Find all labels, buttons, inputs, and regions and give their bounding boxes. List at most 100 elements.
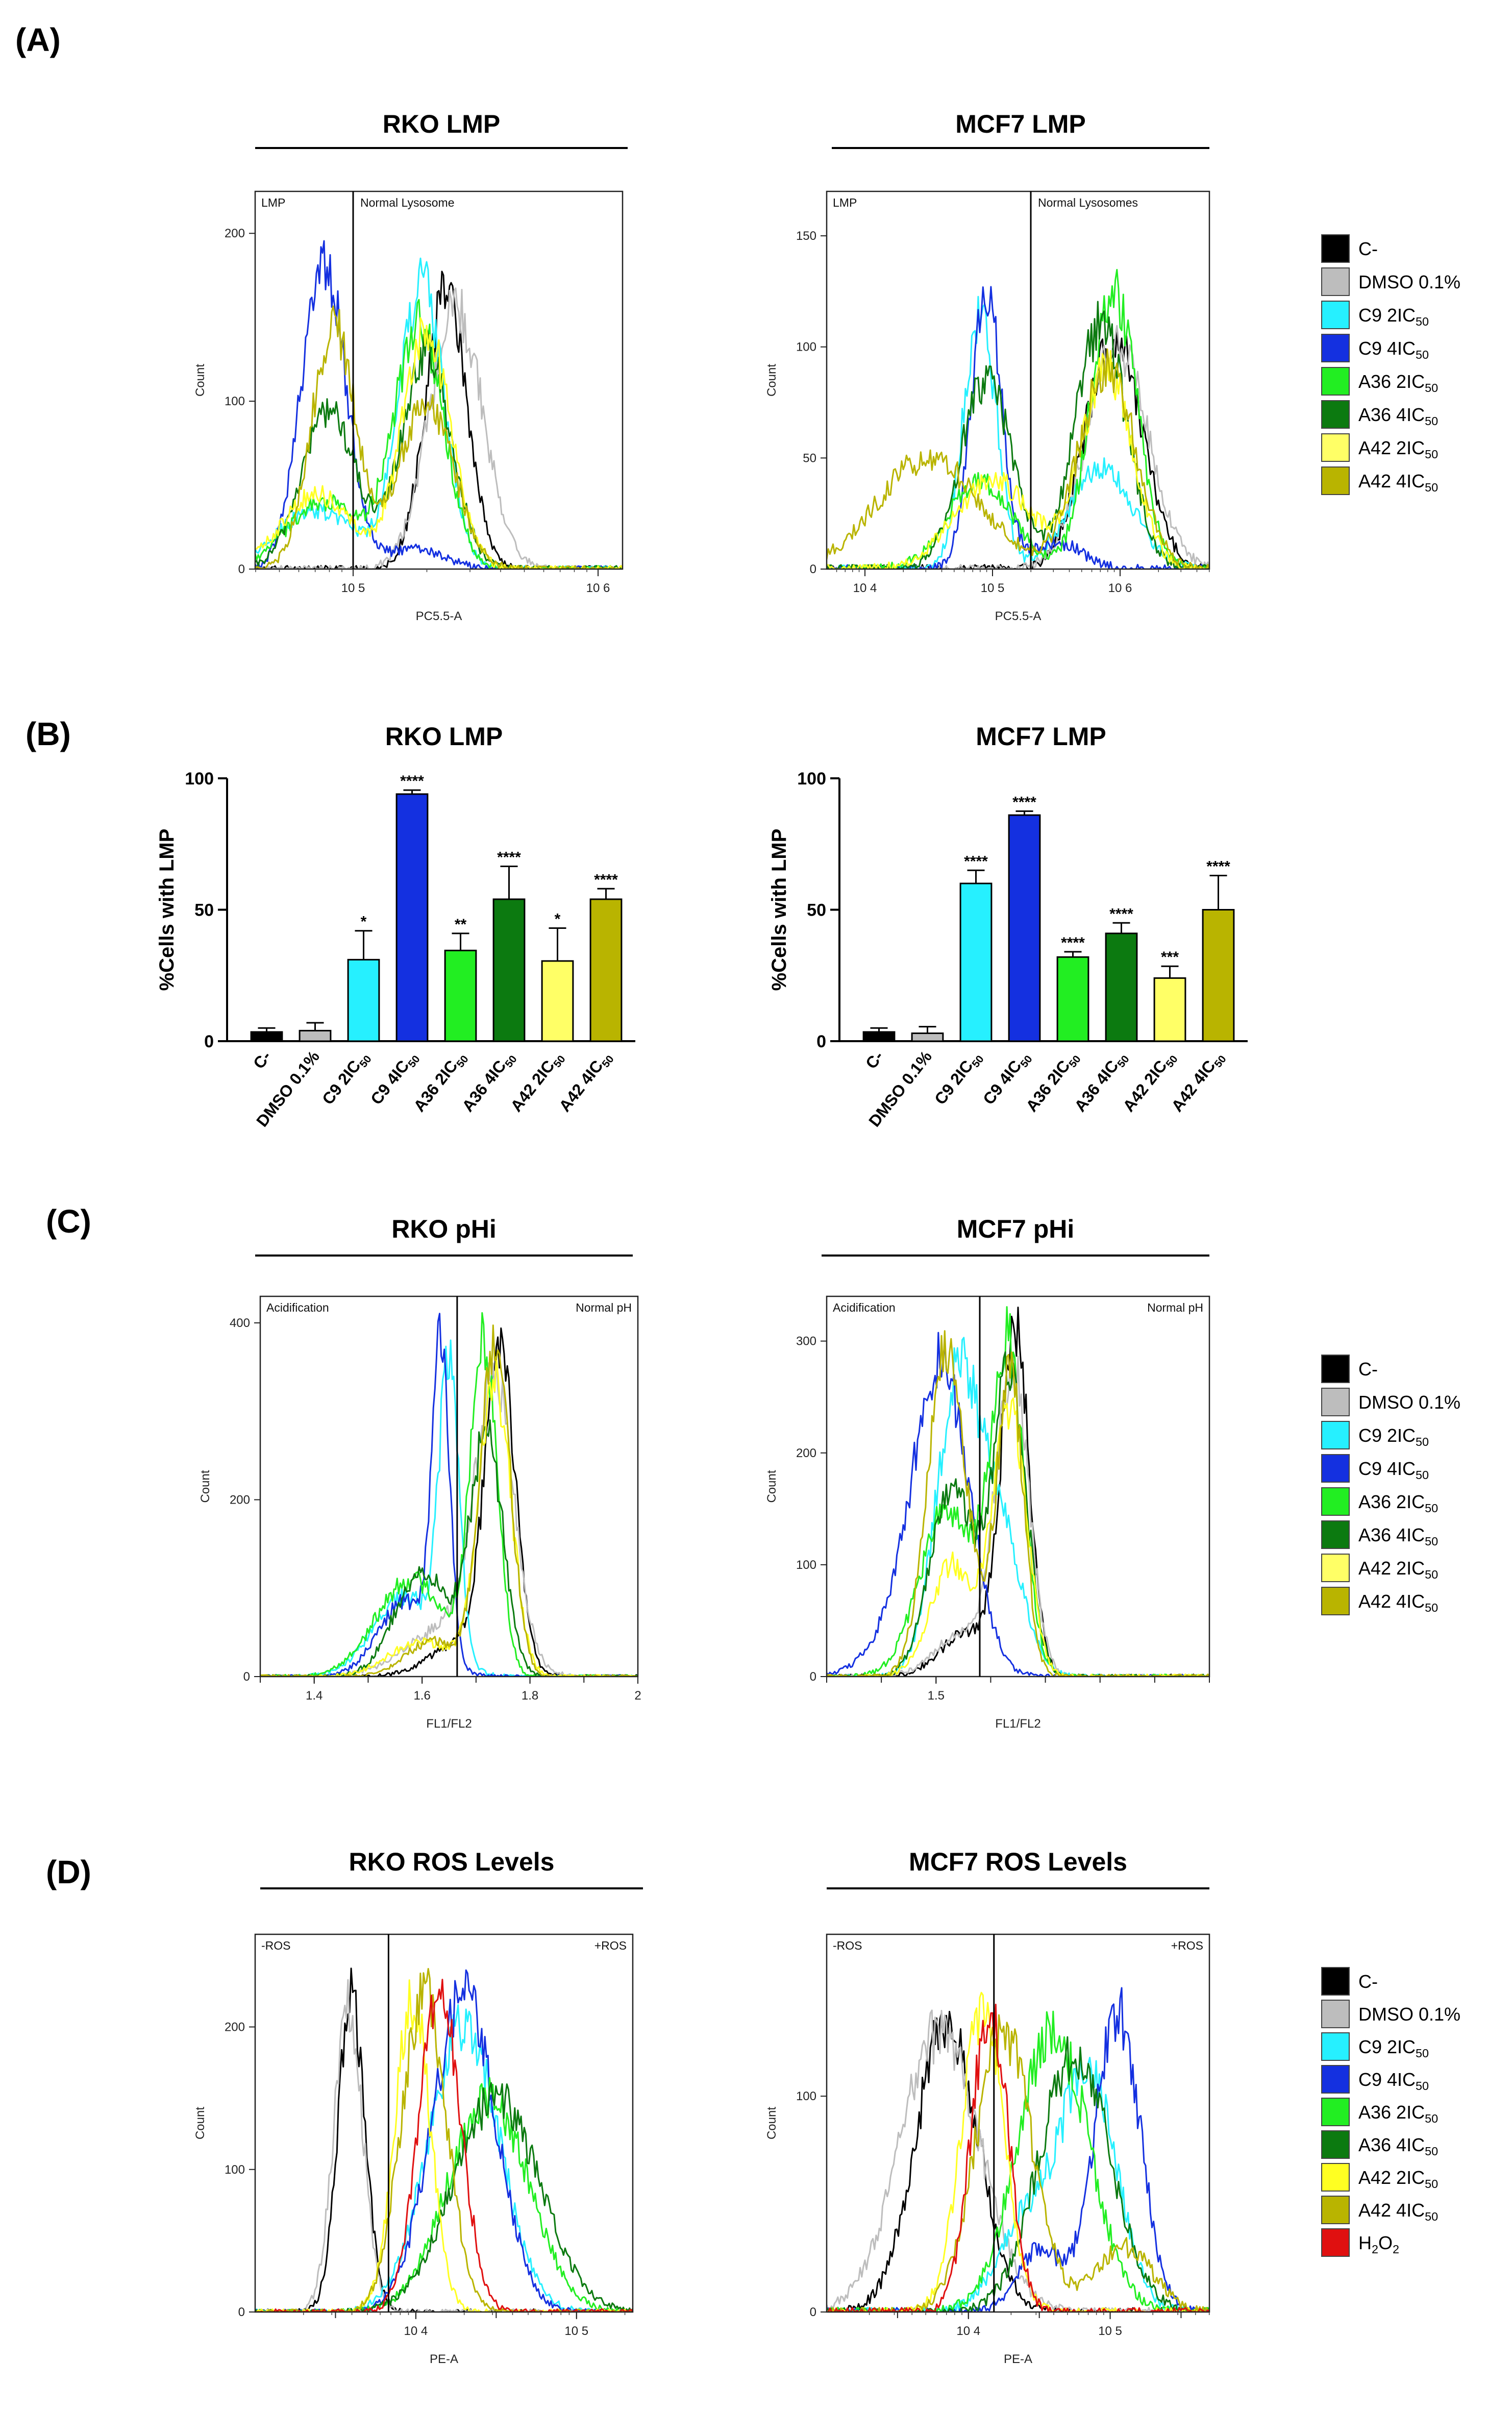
category-label-c: C-: [862, 1047, 887, 1072]
gate-label-left: -ROS: [833, 1939, 862, 1952]
chart-title: RKO LMP: [383, 110, 501, 138]
y-tick-label: 100: [225, 395, 245, 408]
legend-swatch-a36-4ic50: [1321, 400, 1350, 429]
significance-label: ****: [594, 871, 618, 888]
x-tick-label: 10 4: [853, 581, 877, 595]
series-line-a42-4ic50: [827, 348, 1209, 569]
plot-frame: [826, 1933, 1210, 2313]
x-tick-label: 10 6: [586, 581, 610, 595]
plot-frame: [254, 1933, 634, 2313]
y-axis-label: Count: [193, 2107, 207, 2139]
gate-label-right: +ROS: [594, 1939, 627, 1952]
significance-label: ****: [1061, 934, 1085, 951]
x-axis-label: FL1/FL2: [995, 1717, 1040, 1731]
legend-label-a36-2ic50: A36 2IC50: [1358, 371, 1438, 395]
gate-label-right: Normal Lysosome: [360, 196, 454, 209]
bar-c: [250, 1031, 283, 1042]
legend-swatch-a36-4ic50: [1321, 2130, 1350, 2159]
y-tick-label: 0: [238, 562, 245, 576]
category-label-c9-2ic50: C9 2IC50: [318, 1047, 374, 1110]
series-line-c: [827, 1307, 1209, 1677]
x-tick-label: 1.8: [522, 1689, 538, 1703]
legend-label-c9-2ic50: C9 2IC50: [1358, 1425, 1429, 1448]
series-line-c9-4ic50: [255, 240, 623, 569]
y-tick-label: 100: [796, 1558, 816, 1572]
x-axis-label: PC5.5-A: [995, 609, 1042, 623]
x-axis-label: PE-A: [1004, 2352, 1032, 2366]
significance-label: ****: [400, 773, 424, 790]
bar-a36-2ic50: [1056, 956, 1089, 1042]
series-line-h2o2: [255, 1979, 633, 2312]
x-tick-label: 10 5: [564, 2324, 588, 2338]
series-line-h2o2: [827, 2004, 1209, 2312]
panel-label-d: (D): [46, 1854, 91, 1890]
significance-label: *: [361, 914, 367, 930]
series-line-c9-2ic50: [260, 1339, 638, 1677]
y-axis-label: Count: [765, 364, 779, 397]
legend-swatch-a42-4ic50: [1321, 2196, 1350, 2224]
series-line-dmso-0-1: [827, 1356, 1209, 1677]
plot-frame: [254, 190, 624, 570]
y-tick-label: 400: [230, 1316, 250, 1330]
bar-c9-4ic50: [395, 793, 429, 1042]
legend-swatch-dmso-0-1: [1321, 267, 1350, 296]
x-tick-label: 10 4: [404, 2324, 428, 2338]
chart-mcf7-lmp-histogram: MCF7 LMP LMP Normal Lysosomes 0 50 100 150 10 4…: [765, 110, 1210, 623]
x-tick-label: 10 5: [981, 581, 1005, 595]
legend-swatch-c9-2ic50: [1321, 1421, 1350, 1449]
series-line-a36-2ic50: [827, 268, 1209, 569]
y-tick-label: 300: [796, 1335, 816, 1348]
legend-label-c9-2ic50: C9 2IC50: [1358, 2036, 1429, 2060]
bar-dmso-0-1: [911, 1032, 944, 1042]
x-tick-label: 1.5: [928, 1689, 945, 1703]
significance-label: ****: [497, 849, 521, 866]
chart-title: RKO LMP: [385, 722, 503, 751]
y-tick-label: 0: [204, 1032, 214, 1051]
legend-label-c9-4ic50: C9 4IC50: [1358, 338, 1429, 361]
significance-label: ****: [964, 853, 988, 870]
gate-label-left: LMP: [833, 196, 857, 209]
legend-label-c9-4ic50: C9 4IC50: [1358, 1458, 1429, 1482]
legend-label-a36-4ic50: A36 4IC50: [1358, 1524, 1438, 1548]
x-tick-label: 10 4: [956, 2324, 980, 2338]
bar-a42-2ic50: [541, 960, 574, 1042]
legend-label-a42-2ic50: A42 2IC50: [1358, 2167, 1438, 2191]
y-tick-label: 0: [238, 2305, 245, 2319]
y-tick-label: 100: [185, 769, 214, 789]
series-line-c9-2ic50: [255, 2004, 633, 2312]
legend-label-dmso-0-1: DMSO 0.1%: [1358, 272, 1460, 292]
legend-label-a36-4ic50: A36 4IC50: [1358, 2134, 1438, 2158]
legend-swatch-a42-2ic50: [1321, 1554, 1350, 1582]
x-tick-label: 2: [634, 1689, 641, 1703]
bar-a42-2ic50: [1153, 977, 1186, 1042]
y-tick-label: 200: [225, 2021, 245, 2034]
chart-title: MCF7 pHi: [957, 1215, 1075, 1243]
series-line-a42-4ic50: [827, 2014, 1209, 2312]
x-tick-label: 10 5: [1098, 2324, 1122, 2338]
legend-label-a42-2ic50: A42 2IC50: [1358, 437, 1438, 461]
series-line-a42-4ic50: [827, 1330, 1209, 1677]
bar-c9-2ic50: [959, 882, 993, 1042]
y-tick-label: 0: [810, 2305, 816, 2319]
significance-label: ****: [1109, 905, 1133, 922]
series-line-a42-2ic50: [255, 1979, 633, 2312]
bar-a36-2ic50: [444, 949, 477, 1042]
y-tick-label: 0: [816, 1032, 826, 1051]
plot-frame: [259, 1295, 639, 1678]
plot-frame: [826, 1295, 1210, 1678]
series-line-a42-2ic50: [827, 1991, 1209, 2312]
y-tick-label: 100: [796, 340, 816, 354]
y-tick-label: 200: [230, 1493, 250, 1507]
legend-swatch-c: [1321, 234, 1350, 263]
legend-swatch-a36-4ic50: [1321, 1520, 1350, 1549]
chart-title: RKO ROS Levels: [349, 1848, 555, 1876]
series-line-a36-4ic50: [827, 301, 1209, 569]
y-tick-label: 50: [807, 901, 826, 920]
x-tick-label: 1.6: [413, 1689, 430, 1703]
y-tick-label: 0: [810, 1670, 816, 1684]
legend-swatch-a42-2ic50: [1321, 2163, 1350, 2192]
legend-label-a36-4ic50: A36 4IC50: [1358, 404, 1438, 428]
chart-rko-ros-histogram: RKO ROS Levels -ROS +ROS 0 100 200 10 4 10 5 PE-…: [193, 1848, 643, 2366]
series-line-a42-4ic50: [255, 1967, 633, 2312]
